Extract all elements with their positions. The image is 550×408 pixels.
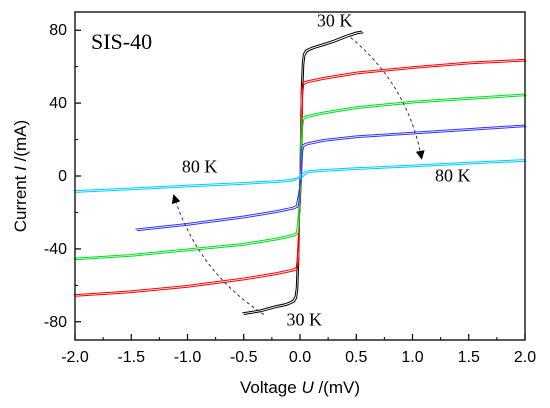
series-line-0-return xyxy=(242,32,364,314)
temperature-annotation: 30 K xyxy=(317,11,353,31)
series-line-3-return xyxy=(135,126,527,230)
x-tick-label: -2.0 xyxy=(61,349,89,366)
trend-arrow-1 xyxy=(171,194,265,315)
y-tick-label: 80 xyxy=(49,22,67,39)
series-line-4-return xyxy=(73,160,527,192)
x-tick-label: 0.0 xyxy=(289,349,311,366)
x-tick-label: 2.0 xyxy=(514,349,536,366)
temperature-annotation: 80 K xyxy=(435,165,471,185)
y-tick-label: -40 xyxy=(44,241,67,258)
x-tick-label: 1.0 xyxy=(401,349,423,366)
x-tick-label: 0.5 xyxy=(345,349,367,366)
panel-label: SIS-40 xyxy=(91,29,152,54)
series-line-4 xyxy=(74,159,526,193)
x-tick-label: -1.0 xyxy=(174,349,202,366)
y-axis-title: Current I /(mA) xyxy=(11,120,30,232)
x-tick-label: -1.5 xyxy=(117,349,145,366)
x-axis-title: Voltage U /(mV) xyxy=(240,378,360,397)
temperature-annotation: 30 K xyxy=(287,309,323,329)
x-tick-label: -0.5 xyxy=(230,349,258,366)
series-line-3 xyxy=(136,124,526,232)
y-tick-label: 40 xyxy=(49,95,67,112)
y-tick-label: -80 xyxy=(44,314,67,331)
x-tick-label: 1.5 xyxy=(458,349,480,366)
trend-arrow-0 xyxy=(350,37,425,160)
temperature-annotation: 80 K xyxy=(182,156,218,176)
y-tick-label: 0 xyxy=(58,168,67,185)
